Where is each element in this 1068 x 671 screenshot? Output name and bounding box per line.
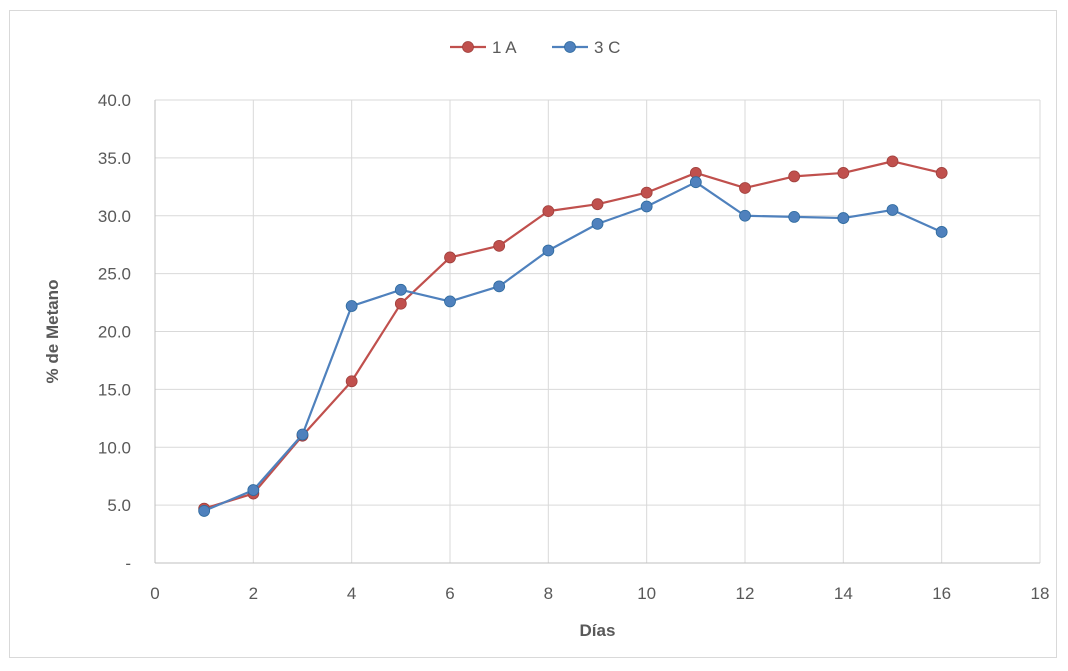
data-point bbox=[837, 167, 850, 179]
data-point bbox=[542, 205, 555, 218]
y-tick-label: 35.0 bbox=[98, 149, 131, 168]
data-point bbox=[886, 204, 899, 216]
data-point bbox=[444, 295, 456, 308]
x-tick-label: 10 bbox=[637, 584, 656, 603]
y-tick-label: 40.0 bbox=[98, 91, 131, 110]
series bbox=[198, 155, 948, 517]
x-tick-label: 14 bbox=[834, 584, 853, 603]
x-tick-label: 8 bbox=[544, 584, 553, 603]
x-tick-label: 0 bbox=[150, 584, 159, 603]
data-point bbox=[394, 283, 407, 296]
data-point bbox=[591, 198, 604, 211]
y-tick-label: 15.0 bbox=[98, 380, 131, 399]
x-tick-label: 18 bbox=[1031, 584, 1050, 603]
x-tick-label: 2 bbox=[249, 584, 258, 603]
y-axis-title: % de Metano bbox=[43, 280, 62, 384]
legend-marker bbox=[564, 41, 576, 53]
series-line bbox=[203, 160, 942, 510]
y-tick-label: 20.0 bbox=[98, 323, 131, 342]
data-point bbox=[935, 226, 948, 238]
data-point bbox=[542, 244, 555, 257]
data-point bbox=[788, 170, 801, 183]
y-tick-label: 5.0 bbox=[107, 496, 131, 515]
y-tick-label: 25.0 bbox=[98, 265, 131, 284]
data-point bbox=[935, 167, 948, 179]
legend-entry: 1 A bbox=[450, 38, 517, 57]
data-point bbox=[788, 211, 801, 223]
chart-frame: - 5.0 10.0 15.0 20.0 25.0 30.0 35.0 40.0 0 2 4 6 8 10 1… bbox=[9, 10, 1057, 658]
data-point bbox=[689, 176, 702, 189]
legend-entry: 3 C bbox=[552, 38, 620, 57]
data-point bbox=[444, 251, 456, 264]
data-point bbox=[345, 300, 358, 312]
grid bbox=[155, 99, 1041, 563]
x-tick-label: 16 bbox=[932, 584, 951, 603]
data-point bbox=[296, 428, 309, 441]
data-point bbox=[394, 297, 407, 310]
x-tick-label: 12 bbox=[736, 584, 755, 603]
data-point bbox=[493, 239, 506, 252]
y-tick-label: 30.0 bbox=[98, 207, 131, 226]
data-point bbox=[198, 505, 211, 517]
y-tick-label: 10.0 bbox=[98, 438, 131, 457]
data-point bbox=[837, 212, 850, 224]
axes bbox=[154, 100, 1040, 564]
x-axis-title: Días bbox=[580, 621, 616, 640]
data-point bbox=[493, 280, 506, 293]
data-point bbox=[739, 182, 751, 194]
line-chart: - 5.0 10.0 15.0 20.0 25.0 30.0 35.0 40.0 0 2 4 6 8 10 1… bbox=[43, 38, 1050, 640]
data-point bbox=[640, 186, 653, 199]
x-tick-label: 6 bbox=[445, 584, 454, 603]
tick-labels: - 5.0 10.0 15.0 20.0 25.0 30.0 35.0 40.0 0 2 4 6 8 10 1… bbox=[98, 91, 1050, 603]
data-point bbox=[640, 200, 653, 213]
data-point bbox=[739, 209, 751, 222]
data-point bbox=[345, 375, 358, 388]
series-line bbox=[203, 181, 943, 512]
series-2 bbox=[198, 176, 948, 517]
legend: 1 A 3 C bbox=[450, 38, 620, 57]
legend-label: 1 A bbox=[492, 38, 517, 57]
data-point bbox=[591, 217, 604, 230]
x-tick-label: 4 bbox=[347, 584, 356, 603]
data-point bbox=[886, 155, 899, 168]
legend-label: 3 C bbox=[594, 38, 620, 57]
legend-marker bbox=[462, 41, 474, 53]
y-tick-label: - bbox=[125, 554, 131, 573]
series-1 bbox=[198, 155, 948, 515]
data-point bbox=[247, 484, 260, 496]
